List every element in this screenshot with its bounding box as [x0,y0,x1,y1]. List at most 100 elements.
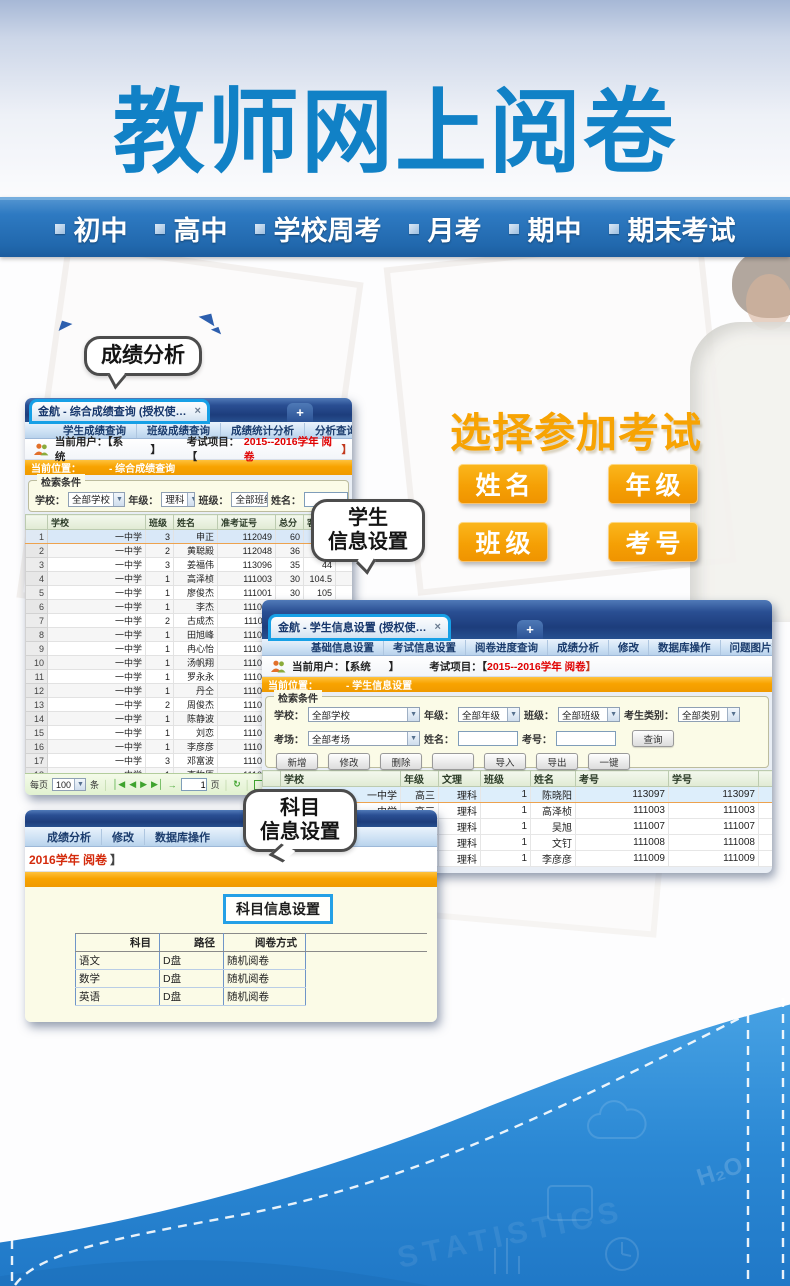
go-page-icon[interactable]: → [167,779,177,790]
window2-menubar: 基础信息设置 考试信息设置 阅卷进度查询 成绩分析 修改 数据库操作 问题图片查… [262,639,772,656]
nav-item-weekly[interactable]: 学校周考 [254,209,382,248]
chevron-down-icon: ▼ [187,492,195,506]
window2-titlebar[interactable]: 金航 - 学生信息设置 (授权使… × + [262,600,772,641]
table-row[interactable]: 语文 D盘 随机阅卷 [75,951,428,970]
class-select[interactable]: 全部班级▼ [231,491,268,507]
new-tab-icon[interactable]: + [517,620,543,639]
grade-label: 年级： [424,711,454,722]
new-tab-icon[interactable]: + [287,403,313,422]
window2-search-conditions: 检索条件 学校： 全部学校 ▼ 年级： 全部年级 ▼ 班级： 全部班级 ▼ 考生类别：… [265,690,769,770]
chevron-down-icon: ▼ [727,708,739,721]
grade-select[interactable]: 理科▼ [161,491,196,507]
table-row[interactable]: 3 一中学 3 姜福伟 113096 35 44 [25,557,352,572]
menu-student-score[interactable]: 学生成绩查询 [63,424,126,437]
exam-project-value: 2016学年 阅卷 [29,852,108,867]
bullet-icon [154,223,165,234]
exam-room-select[interactable]: 全部考场 ▼ [308,731,420,746]
refresh-icon[interactable]: ↻ [233,779,241,789]
nav-item-monthly[interactable]: 月考 [408,209,482,248]
close-icon[interactable]: × [194,405,201,417]
promo-button-examno[interactable]: 考号 [608,522,698,562]
menu-score-stats[interactable]: 成绩统计分析 [220,422,304,438]
next-page-icon[interactable]: ▶ [140,779,148,789]
nav-item-midterm[interactable]: 期中 [508,209,582,248]
school-select[interactable]: 全部学校 ▼ [308,707,420,722]
export-button[interactable]: 导出 [536,753,578,770]
chevron-down-icon: ▼ [74,779,86,790]
nav-item-junior[interactable]: 初中 [54,209,128,248]
promo-button-class[interactable]: 班级 [458,522,548,562]
window1-titlebar[interactable]: 金航 - 综合成绩查询 (授权使… × + [25,398,352,424]
grade-label: 年级： [128,495,159,507]
per-page-label: 每页 [30,780,49,790]
school-select[interactable]: 全部学校 ▼ [68,491,126,507]
menu-modify[interactable]: 修改 [608,639,648,655]
menu-score-analysis[interactable]: 成绩分析 [547,639,608,655]
window3-titlebar[interactable] [25,810,437,827]
table-row[interactable]: 英语 D盘 随机阅卷 [75,987,428,1006]
search-legend: 检索条件 [37,474,85,489]
background-person-photo [680,248,790,638]
first-page-icon[interactable]: │◀ [112,779,126,789]
window1-active-tab[interactable]: 金航 - 综合成绩查询 (授权使… × [29,399,210,424]
promo-button-name[interactable]: 姓名 [458,464,548,504]
exam-no-label: 考号： [522,735,552,746]
blank-button[interactable] [432,753,474,770]
menu-score-analysis[interactable]: 成绩分析 [47,831,91,844]
candidate-type-select[interactable]: 全部类别 ▼ [678,707,740,722]
chevron-down-icon: ▼ [607,708,619,721]
promo-button-grade[interactable]: 年级 [608,464,698,504]
per-page-select[interactable]: 100 ▼ [52,778,87,791]
menu-analysis-query[interactable]: 分析查询 [304,422,352,438]
subject-settings-title: 科目信息设置 [223,894,333,924]
bracket: 】 [388,660,400,673]
table-row[interactable]: 数学 D盘 随机阅卷 [75,969,428,988]
subject-table-body: 语文 D盘 随机阅卷 数学 D盘 随机阅卷 英语 D盘 随机阅卷 [75,951,428,1006]
search-legend: 检索条件 [274,690,322,705]
menu-modify[interactable]: 修改 [101,828,144,845]
import-button[interactable]: 导入 [484,753,526,770]
exam-no-input[interactable] [556,731,616,746]
bullet-icon [608,223,619,234]
tab-title: 金航 - 综合成绩查询 (授权使… [38,406,187,418]
modify-button[interactable]: 修改 [328,753,370,770]
menu-basic-info[interactable]: 基础信息设置 [311,641,374,654]
close-icon[interactable]: × [434,621,441,633]
class-select[interactable]: 全部班级▼ [558,707,620,722]
location-label: 当前位置： [31,464,81,475]
bracket: 】 [585,660,597,673]
menu-database[interactable]: 数据库操作 [648,639,720,655]
table-header-row: 科目 路径 阅卷方式 [75,933,427,952]
last-page-icon[interactable]: ▶│ [151,779,164,789]
chevron-down-icon: ▼ [113,492,125,506]
bullet-icon [508,223,519,234]
nav-item-final[interactable]: 期末考试 [608,209,736,248]
menu-exam-info[interactable]: 考试信息设置 [383,639,465,655]
page-number-input[interactable] [180,778,207,791]
table-row[interactable]: 11 一中学 1 罗永永 111034 [25,669,352,684]
menu-problem-images[interactable]: 问题图片查看 [719,639,772,655]
window2-active-tab[interactable]: 金航 - 学生信息设置 (授权使… × [268,614,451,641]
nav-item-senior[interactable]: 高中 [154,209,228,248]
menu-class-score[interactable]: 班级成绩查询 [136,422,220,438]
table-row[interactable]: 4 一中学 1 高泽桢 111003 30 104.5 [25,571,352,586]
menu-database[interactable]: 数据库操作 [144,828,220,845]
current-user-label: 当前用户：【系统 [54,436,124,463]
prev-page-icon[interactable]: ◀ [129,779,137,789]
grade-select[interactable]: 全部年级 ▼ [458,707,520,722]
name-input[interactable] [458,731,518,746]
per-page-unit: 条 [90,780,100,790]
onekey-button[interactable]: 一键 [588,753,630,770]
callout-subject-info: 科目 信息设置 [243,789,357,863]
subject-table: 科目 路径 阅卷方式 语文 D盘 随机阅卷 数学 D盘 随机阅卷 [75,933,427,1006]
location-value: - 综合成绩查询 [109,464,176,475]
add-button[interactable]: 新增 [276,753,318,770]
window3-project-row: 2016学年 阅卷 】 [25,847,437,872]
menu-marking-progress[interactable]: 阅卷进度查询 [465,639,547,655]
query-button[interactable]: 查询 [632,730,674,747]
delete-button[interactable]: 删除 [380,753,422,770]
